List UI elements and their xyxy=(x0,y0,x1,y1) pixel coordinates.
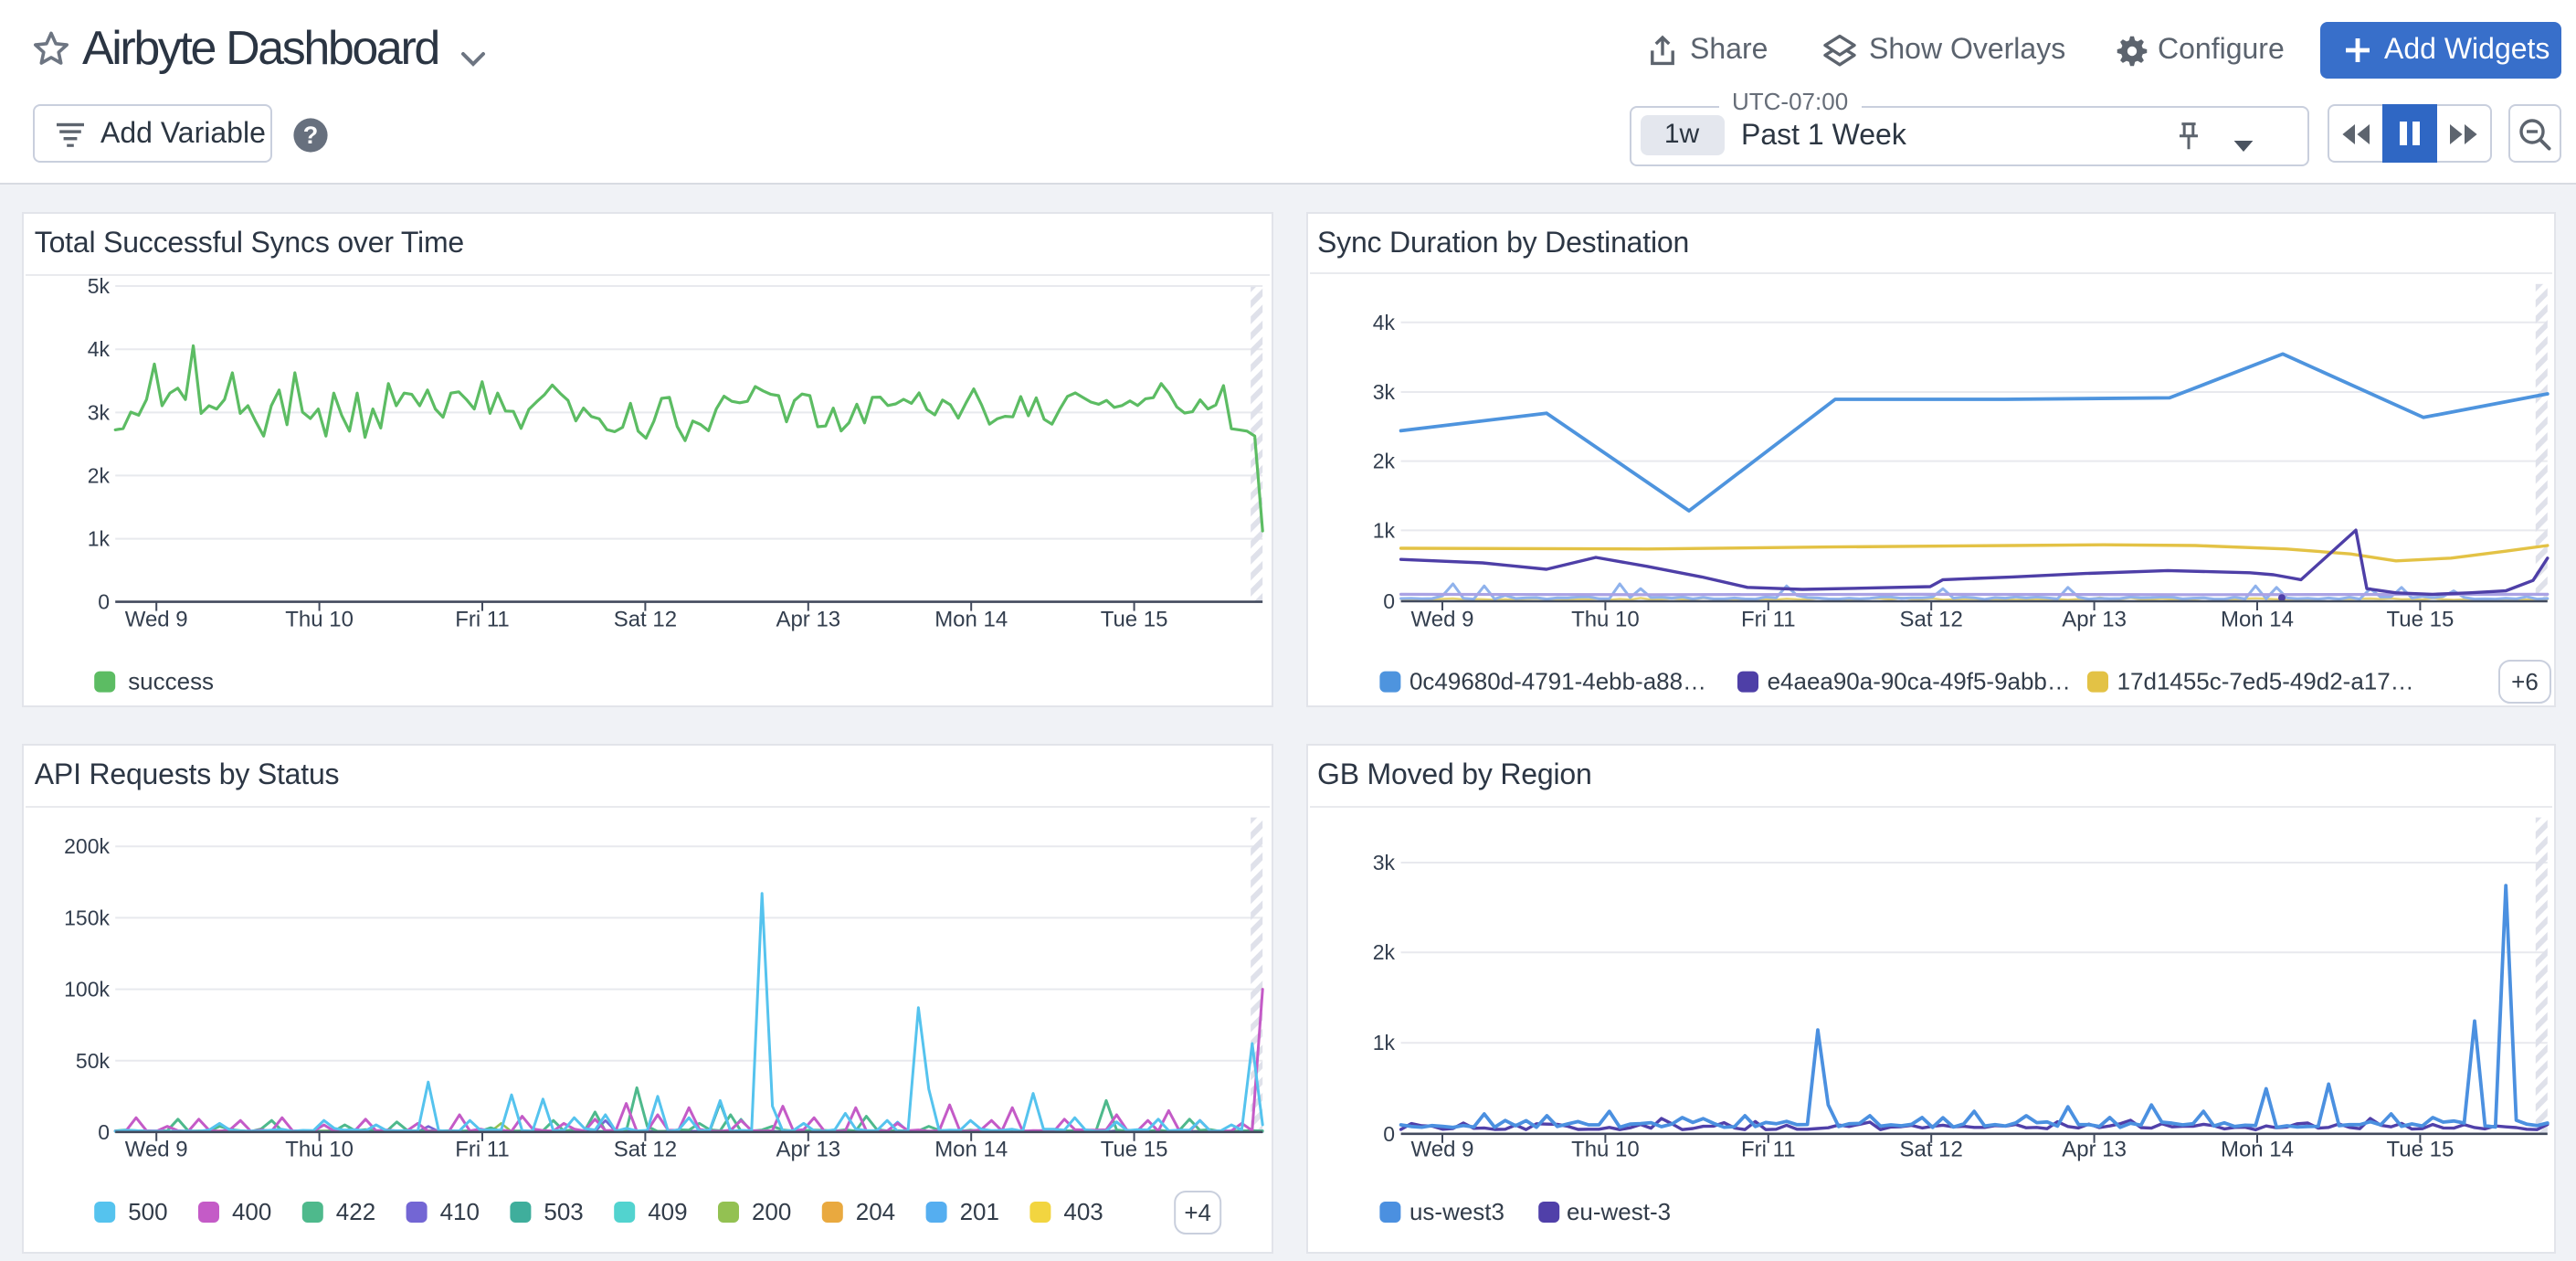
svg-text:Mon 14: Mon 14 xyxy=(2220,607,2293,631)
svg-text:200: 200 xyxy=(753,1198,792,1225)
svg-text:eu-west-3: eu-west-3 xyxy=(1566,1198,1670,1225)
svg-text:150k: 150k xyxy=(65,906,111,929)
svg-text:Apr 13: Apr 13 xyxy=(2061,1138,2126,1162)
svg-text:Fri 11: Fri 11 xyxy=(456,607,511,631)
svg-text:50k: 50k xyxy=(77,1049,111,1073)
svg-text:Apr 13: Apr 13 xyxy=(776,607,841,631)
svg-text:Sat 12: Sat 12 xyxy=(615,607,678,631)
svg-text:403: 403 xyxy=(1064,1198,1103,1225)
svg-text:100k: 100k xyxy=(65,978,111,1001)
svg-text:+4: +4 xyxy=(1185,1199,1212,1226)
svg-text:+6: +6 xyxy=(2510,667,2538,694)
svg-text:us-west3: us-west3 xyxy=(1409,1198,1504,1225)
svg-text:success: success xyxy=(129,667,215,694)
svg-text:Wed 9: Wed 9 xyxy=(1410,1138,1473,1162)
svg-text:4k: 4k xyxy=(88,337,111,361)
svg-text:500: 500 xyxy=(129,1198,168,1225)
svg-text:3k: 3k xyxy=(88,400,111,424)
svg-text:1k: 1k xyxy=(88,526,111,550)
svg-text:4k: 4k xyxy=(1372,310,1395,334)
svg-text:5k: 5k xyxy=(88,273,111,297)
svg-text:400: 400 xyxy=(233,1198,272,1225)
svg-text:17d1455c-7ed5-49d2-a17…: 17d1455c-7ed5-49d2-a17… xyxy=(2117,667,2413,694)
svg-text:Tue 15: Tue 15 xyxy=(1101,1138,1168,1162)
svg-text:200k: 200k xyxy=(65,834,111,858)
svg-text:Mon 14: Mon 14 xyxy=(2220,1138,2293,1162)
svg-text:0: 0 xyxy=(1382,588,1394,612)
svg-text:Wed 9: Wed 9 xyxy=(126,1138,189,1162)
svg-text:1k: 1k xyxy=(1372,518,1395,542)
svg-text:204: 204 xyxy=(857,1198,896,1225)
svg-text:0: 0 xyxy=(99,589,111,613)
svg-text:201: 201 xyxy=(960,1198,999,1225)
svg-text:2k: 2k xyxy=(1372,449,1395,472)
svg-text:3k: 3k xyxy=(1372,851,1395,874)
svg-text:409: 409 xyxy=(649,1198,688,1225)
svg-text:Tue 15: Tue 15 xyxy=(1101,607,1168,631)
svg-text:e4aea90a-90ca-49f5-9abb…: e4aea90a-90ca-49f5-9abb… xyxy=(1767,667,2070,694)
svg-text:Thu 10: Thu 10 xyxy=(1570,607,1639,631)
svg-text:Tue 15: Tue 15 xyxy=(2386,1138,2454,1162)
svg-text:0: 0 xyxy=(1382,1122,1394,1146)
svg-text:Sat 12: Sat 12 xyxy=(1899,1138,1962,1162)
svg-text:Mon 14: Mon 14 xyxy=(935,1138,1008,1162)
svg-text:Sat 12: Sat 12 xyxy=(615,1138,678,1162)
svg-text:0c49680d-4791-4ebb-a88…: 0c49680d-4791-4ebb-a88… xyxy=(1409,667,1705,694)
svg-text:Thu 10: Thu 10 xyxy=(286,1138,354,1162)
svg-text:Apr 13: Apr 13 xyxy=(2061,607,2126,631)
svg-text:Thu 10: Thu 10 xyxy=(286,607,354,631)
svg-text:Tue 15: Tue 15 xyxy=(2386,607,2454,631)
svg-text:3k: 3k xyxy=(1372,379,1395,403)
svg-text:410: 410 xyxy=(440,1198,480,1225)
svg-text:1k: 1k xyxy=(1372,1031,1395,1054)
svg-text:Fri 11: Fri 11 xyxy=(1740,607,1795,631)
svg-text:2k: 2k xyxy=(1372,940,1395,964)
svg-text:Fri 11: Fri 11 xyxy=(1740,1138,1795,1162)
svg-text:Apr 13: Apr 13 xyxy=(776,1138,841,1162)
svg-text:422: 422 xyxy=(337,1198,376,1225)
svg-text:Fri 11: Fri 11 xyxy=(456,1138,511,1162)
svg-text:Wed 9: Wed 9 xyxy=(1410,607,1473,631)
svg-text:?: ? xyxy=(302,122,318,149)
svg-text:Mon 14: Mon 14 xyxy=(935,607,1008,631)
svg-text:2k: 2k xyxy=(88,463,111,487)
svg-text:Wed 9: Wed 9 xyxy=(126,607,189,631)
svg-text:Thu 10: Thu 10 xyxy=(1570,1138,1639,1162)
svg-text:0: 0 xyxy=(99,1120,111,1144)
svg-text:Sat 12: Sat 12 xyxy=(1899,607,1962,631)
svg-text:503: 503 xyxy=(544,1198,584,1225)
